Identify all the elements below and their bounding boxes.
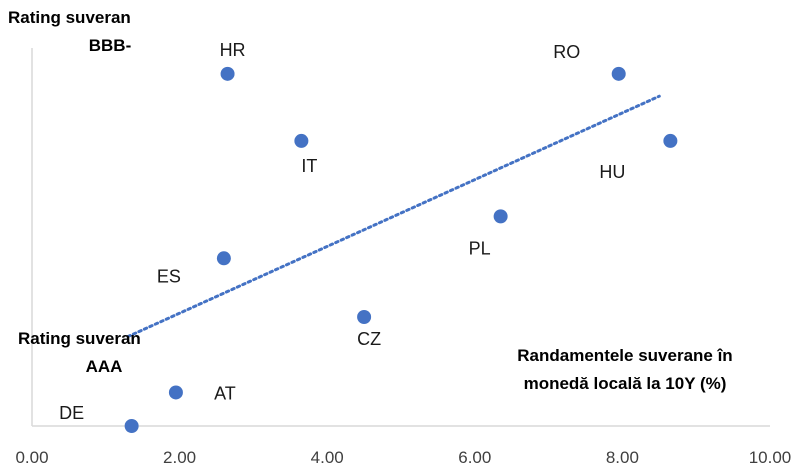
point-label-de: DE (59, 403, 84, 423)
point-label-ro: RO (553, 42, 580, 62)
point-label-pl: PL (469, 238, 491, 258)
data-point-it (294, 133, 309, 148)
data-point-ro (611, 66, 626, 81)
data-point-de (124, 419, 139, 433)
data-point-at (168, 385, 183, 400)
x-tick-label: 8.00 (606, 448, 639, 467)
x-tick-label: 4.00 (311, 448, 344, 467)
point-label-cz: CZ (357, 329, 381, 349)
y-bottom-label-line1: Rating suveran (18, 329, 141, 348)
point-label-it: IT (301, 156, 317, 176)
point-label-es: ES (157, 266, 181, 286)
data-point-hu (663, 133, 678, 148)
trendline (126, 94, 661, 339)
point-label-hr: HR (220, 40, 246, 60)
x-axis-title-line2: monedă locală la 10Y (%) (524, 374, 727, 393)
y-top-label-line1: Rating suveran (8, 8, 131, 27)
x-tick-label: 2.00 (163, 448, 196, 467)
point-labels: HR IT RO HU PL ES CZ AT DE (59, 40, 625, 423)
data-point-cz (357, 309, 372, 324)
x-tick-labels: 0.00 2.00 4.00 6.00 8.00 10.00 (15, 448, 791, 467)
point-label-at: AT (214, 383, 236, 403)
data-point-es (216, 251, 231, 266)
x-tick-label: 0.00 (15, 448, 48, 467)
y-bottom-label-line2: AAA (86, 357, 123, 376)
x-tick-label: 6.00 (458, 448, 491, 467)
data-points (124, 66, 678, 433)
data-point-hr (220, 66, 235, 81)
x-axis-title-line1: Randamentele suverane în (517, 346, 732, 365)
point-label-hu: HU (599, 162, 625, 182)
x-tick-label: 10.00 (749, 448, 792, 467)
y-top-label-line2: BBB- (89, 36, 132, 55)
data-point-pl (493, 209, 508, 224)
